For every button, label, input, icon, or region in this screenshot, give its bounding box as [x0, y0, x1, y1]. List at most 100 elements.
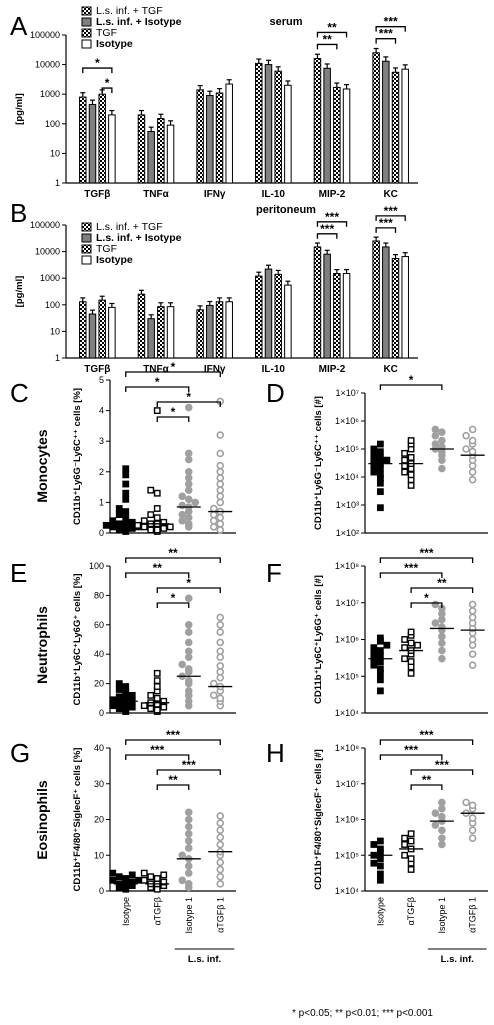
- significance-bracket: [379, 754, 443, 760]
- data-point: [370, 650, 378, 658]
- data-point: [184, 869, 193, 877]
- data-point: [462, 445, 470, 453]
- data-point: [140, 523, 148, 531]
- data-point: [153, 683, 161, 690]
- data-point: [128, 703, 136, 711]
- significance-bracket: [156, 587, 221, 593]
- data-point: [462, 798, 470, 807]
- x-group-label: L.s. inf.: [441, 954, 474, 965]
- legend-label: L.s. inf. + TGF: [96, 5, 163, 17]
- chart-title: serum: [269, 16, 302, 28]
- y-tick-label: 1×10⁶: [335, 635, 359, 645]
- data-point: [407, 669, 415, 677]
- y-tick-label: 1×10⁵: [335, 444, 359, 454]
- data-point: [216, 620, 225, 629]
- data-point: [216, 431, 225, 439]
- data-point: [468, 814, 477, 822]
- significance-bracket: [156, 401, 221, 407]
- panel-letter-f: F: [266, 558, 282, 588]
- y-tick-label: 100: [45, 300, 60, 310]
- significance-label: ***: [182, 758, 196, 772]
- data-point: [438, 840, 446, 849]
- data-point: [401, 456, 409, 464]
- bar: [206, 304, 214, 359]
- y-tick-label: 1×10⁷: [335, 598, 359, 608]
- data-point: [109, 869, 117, 877]
- data-point: [370, 458, 378, 466]
- data-point: [209, 523, 218, 531]
- data-point: [147, 691, 155, 699]
- y-tick-label: 1×10⁶: [335, 416, 359, 426]
- data-point: [438, 826, 446, 835]
- significance-label: *: [95, 56, 100, 70]
- data-point: [468, 600, 477, 609]
- y-tick-label: 1000: [40, 89, 60, 99]
- bar: [147, 318, 155, 359]
- data-point: [178, 492, 187, 501]
- y-axis-title: CD11b⁺Ly6C⁺Ly6G⁺ cells [%]: [72, 573, 83, 705]
- row-label: Monocytes: [34, 429, 50, 502]
- data-point: [370, 661, 378, 669]
- data-point: [153, 875, 161, 882]
- data-point: [414, 641, 422, 649]
- significance-label: ***: [419, 728, 433, 742]
- data-point: [184, 647, 193, 656]
- data-point: [438, 632, 446, 641]
- data-point: [216, 865, 225, 874]
- data-point: [468, 613, 477, 622]
- data-point: [184, 808, 193, 817]
- data-point: [431, 809, 440, 818]
- data-point: [216, 449, 225, 458]
- legend-swatch: [81, 233, 92, 243]
- y-tick-label: 4: [99, 406, 104, 416]
- y-tick-label: 20: [94, 679, 104, 689]
- data-point: [468, 650, 477, 658]
- data-point: [128, 878, 136, 886]
- data-point: [184, 829, 193, 838]
- bar: [108, 306, 116, 359]
- data-point: [407, 482, 415, 489]
- y-axis-title: [pg/ml]: [14, 93, 25, 125]
- data-point: [370, 451, 378, 459]
- data-point: [216, 526, 225, 534]
- data-point: [153, 677, 161, 685]
- data-point: [184, 513, 193, 522]
- y-tick-label: 100: [45, 119, 60, 129]
- data-point: [178, 660, 187, 669]
- data-point: [383, 641, 391, 649]
- bar: [382, 60, 390, 184]
- data-point: [191, 498, 200, 507]
- y-tick-label: 10: [50, 148, 60, 158]
- significance-label: ***: [379, 27, 393, 41]
- significance-label: **: [437, 576, 447, 590]
- significance-bracket: [156, 602, 190, 608]
- bar: [391, 71, 400, 184]
- legend-label: TGF: [96, 243, 117, 255]
- data-point: [376, 665, 384, 673]
- data-point: [407, 658, 415, 666]
- significance-label: **: [168, 773, 178, 787]
- data-point: [376, 658, 384, 666]
- significance-label: **: [422, 773, 432, 787]
- panel-letter-g: G: [10, 738, 30, 768]
- data-point: [438, 834, 446, 842]
- bar: [108, 114, 116, 184]
- data-point: [468, 834, 477, 842]
- y-axis-title: [pg/ml]: [14, 276, 25, 308]
- bar: [323, 253, 331, 359]
- data-point: [216, 461, 225, 470]
- bar: [342, 273, 351, 359]
- legend-swatch: [81, 17, 92, 27]
- significance-label: ***: [404, 561, 418, 575]
- data-point: [370, 468, 378, 476]
- data-point: [147, 511, 155, 519]
- x-tick-label: TNFα: [143, 364, 169, 375]
- significance-bracket: [125, 557, 221, 563]
- data-point: [160, 878, 168, 886]
- y-tick-label: 2: [99, 467, 104, 477]
- y-tick-label: 1×10⁴: [335, 886, 359, 896]
- y-tick-label: 100000: [30, 220, 60, 230]
- y-tick-label: 20: [94, 815, 104, 825]
- data-point: [401, 834, 409, 842]
- data-point: [468, 475, 477, 484]
